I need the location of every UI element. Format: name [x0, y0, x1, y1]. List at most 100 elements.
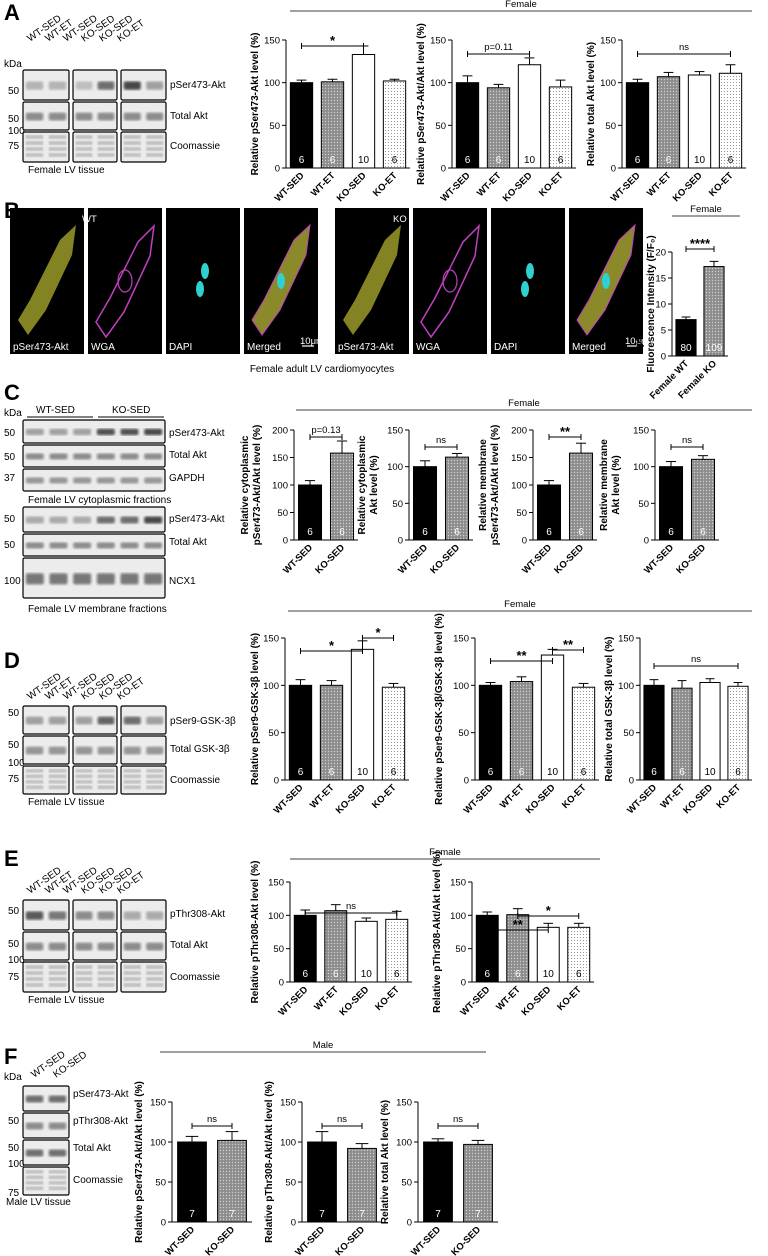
y-tick-label: 100: [268, 911, 284, 922]
blot-total-akt: [22, 1139, 70, 1166]
panel-label: F: [4, 1044, 17, 1069]
blot-total-akt: [22, 931, 70, 961]
blot-frame: [120, 735, 167, 765]
band-label: Coomassie: [170, 141, 220, 152]
coomassie-band: [48, 785, 67, 790]
blot-frame: [22, 444, 166, 468]
y-axis-label: Relative pSer9-GSK-3β/GSK-3β level (%): [434, 613, 445, 805]
y-axis-label: Relative total GSK-3β level (%): [604, 636, 615, 781]
y-tick-label: 50: [458, 728, 469, 739]
y-axis-label-line1: Relative cytoplasmic: [240, 435, 251, 534]
coomassie-band: [123, 965, 141, 969]
micrograph-label: Merged: [247, 342, 281, 353]
protein-band: [49, 428, 68, 436]
blot-frame: [22, 533, 166, 557]
y-tick-label: 150: [264, 36, 280, 47]
band-label: pThr308-Akt: [73, 1116, 128, 1127]
blot-pthr308: [72, 899, 118, 931]
blot-frame: [22, 468, 166, 492]
bar: [718, 72, 743, 169]
n-label: 6: [651, 767, 657, 778]
x-tick-label: WT-SED: [642, 542, 676, 576]
n-label: 109: [706, 343, 723, 354]
significance-label: ****: [690, 236, 711, 251]
coomassie-band: [25, 1181, 44, 1185]
n-label: 6: [465, 155, 471, 166]
blot-total-akt-cyto: [22, 444, 166, 468]
protein-band: [75, 911, 93, 920]
n-label: 7: [319, 1209, 325, 1220]
y-tick-label: 150: [272, 453, 288, 464]
protein-band: [49, 477, 68, 484]
protein-band: [144, 573, 163, 585]
coomassie-band: [25, 977, 44, 981]
y-axis-label-line1: Relative cytoplasmic: [357, 435, 368, 534]
band-label: pThr308-Akt: [170, 909, 225, 920]
nucleus: [602, 273, 610, 289]
x-tick-label: WT-ET: [308, 782, 337, 811]
n-label: 6: [496, 155, 502, 166]
y-tick-label: 50: [269, 121, 280, 132]
protein-band: [97, 716, 115, 725]
coomassie-band: [146, 153, 164, 157]
protein-band: [48, 942, 67, 951]
micrograph-caption: Female adult LV cardiomyocytes: [250, 364, 394, 375]
protein-band: [25, 746, 44, 755]
protein-band: [48, 1122, 67, 1130]
y-tick-label: 100: [387, 462, 403, 473]
protein-band: [75, 112, 93, 121]
coomassie-band: [48, 1175, 67, 1180]
y-tick-label: 50: [455, 944, 466, 955]
kda-marker: 75: [8, 972, 20, 983]
y-axis-label-line2: Akt level (%): [369, 455, 380, 514]
y-axis-label: Relative pThr308-Akt level (%): [250, 861, 261, 1004]
scale-bar-label: 10μm: [300, 336, 324, 347]
band-label: pSer473-Akt: [169, 428, 225, 439]
protein-band: [144, 453, 163, 460]
blot-frame: [22, 735, 70, 765]
coomassie-band: [146, 141, 164, 145]
blot-frame: [120, 705, 167, 735]
blot-caption: Male LV tissue: [6, 1197, 71, 1208]
protein-band: [49, 542, 68, 549]
nucleus: [196, 281, 204, 297]
y-tick-label: 50: [638, 499, 649, 510]
n-label: 6: [519, 767, 525, 778]
n-label: 7: [359, 1209, 365, 1220]
blot-frame: [22, 1139, 70, 1166]
x-tick-label: KO-SED: [313, 542, 347, 576]
x-tick-label: WT-SED: [409, 1224, 443, 1256]
y-axis-label-line2: Akt level (%): [611, 455, 622, 514]
significance-label: *: [329, 638, 335, 653]
cell-nucleus-outline: [117, 269, 133, 293]
blot-pthr308: [22, 899, 70, 931]
blot-coomassie: [72, 131, 118, 163]
y-tick-label: 0: [661, 352, 666, 363]
y-tick-label: 20: [655, 248, 666, 259]
blot-total-akt: [22, 101, 70, 131]
kda-marker: 50: [4, 452, 16, 463]
bar: [347, 1147, 377, 1223]
nucleus: [526, 263, 534, 279]
y-tick-label: 50: [401, 1178, 412, 1189]
protein-band: [146, 942, 164, 951]
n-label: 6: [488, 767, 494, 778]
blot-pser473-ko: [120, 69, 167, 101]
x-tick-label: WT-SED: [273, 170, 307, 204]
y-tick-label: 5: [661, 326, 666, 337]
kda-marker: 100: [8, 1159, 25, 1170]
protein-band: [96, 477, 115, 484]
x-tick-label: KO-SED: [335, 170, 369, 204]
x-tick-label: WT-ET: [645, 170, 674, 199]
protein-band: [96, 542, 115, 549]
y-axis-label-line1: pSer473-Akt Mean: [634, 261, 645, 348]
y-tick-label: 0: [279, 978, 284, 989]
n-label: 6: [558, 155, 564, 166]
x-tick-label: KO-ET: [537, 170, 566, 199]
cell-outline: [95, 223, 156, 339]
coomassie-band: [146, 785, 164, 790]
x-tick-label: WT-SED: [625, 782, 659, 816]
coomassie-band: [25, 153, 44, 157]
coomassie-band: [123, 785, 141, 790]
